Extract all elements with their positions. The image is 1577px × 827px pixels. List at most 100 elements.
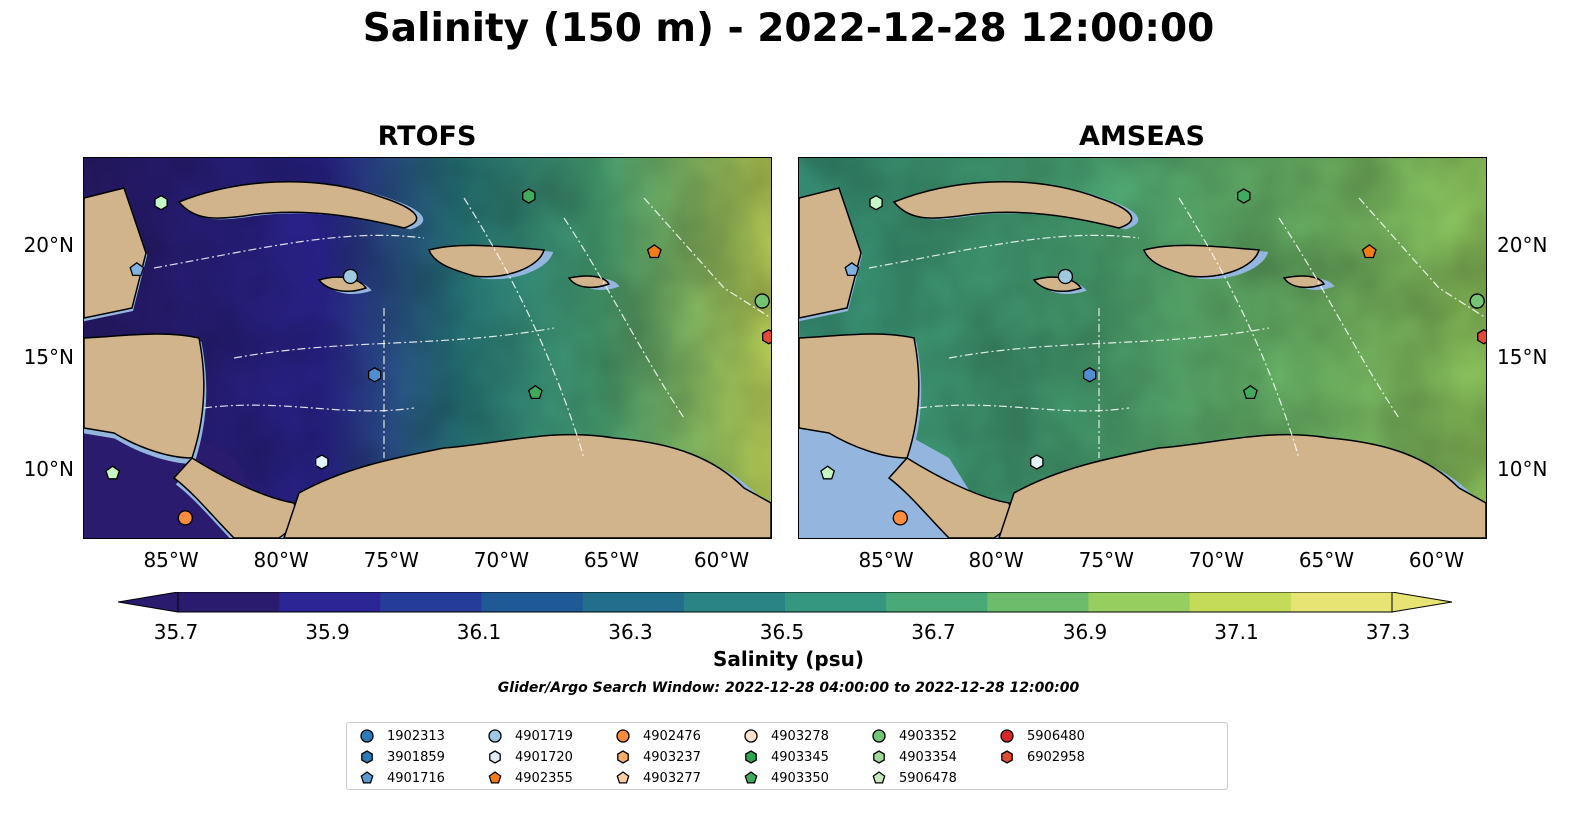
float-marker-6902958 <box>1477 329 1486 345</box>
legend-marker-4903237 <box>617 750 629 764</box>
x-tick-label: 70°W <box>1188 548 1244 572</box>
float-marker-4903350 <box>1242 384 1258 400</box>
float-marker-4903278 <box>315 454 329 470</box>
x-tick-label: 75°W <box>1078 548 1134 572</box>
boundary-line <box>948 327 1270 359</box>
legend-entry: 4903350 <box>743 768 829 788</box>
legend-marker-4903345 <box>745 750 757 764</box>
legend-entry: 3901859 <box>359 747 445 767</box>
y-tick-label-right: 15°N <box>1497 345 1548 370</box>
float-marker-4903345 <box>522 188 536 204</box>
legend-marker-4903278 <box>744 729 758 743</box>
figure-title: Salinity (150 m) - 2022-12-28 12:00:00 <box>362 6 1215 51</box>
boundary-line <box>203 404 415 412</box>
legend-marker-4902476 <box>616 729 630 743</box>
land-mass <box>428 244 545 278</box>
map-panel-rtofs <box>83 157 772 539</box>
legend-marker-5906478 <box>872 771 886 784</box>
legend-entry: 1902313 <box>359 726 445 746</box>
legend-entry: 5906478 <box>871 768 957 788</box>
colorbar-segment <box>582 592 685 612</box>
colorbar-tick-label: 36.5 <box>759 620 805 644</box>
legend-entry: 4901719 <box>487 726 573 746</box>
colorbar-segment <box>1189 592 1292 612</box>
legend-label: 5906478 <box>899 770 957 786</box>
colorbar-label: Salinity (psu) <box>712 647 864 671</box>
land-mass <box>1282 275 1326 289</box>
colorbar-tick-label: 36.7 <box>911 620 956 644</box>
land-mass <box>799 187 862 319</box>
boundary-line <box>233 327 555 359</box>
colorbar-tick-label: 35.9 <box>305 620 350 644</box>
float-marker-5906478 <box>105 465 121 480</box>
legend-label: 4901719 <box>515 728 573 744</box>
legend-label: 4902476 <box>643 728 701 744</box>
legend-marker-4903354 <box>873 750 885 764</box>
legend-entry: 4903345 <box>743 747 829 767</box>
x-tick-label: 80°W <box>968 548 1024 572</box>
legend-marker-5906480 <box>1000 729 1014 743</box>
legend-label: 4903352 <box>899 728 957 744</box>
float-marker-4903352 <box>754 293 770 309</box>
land-mass <box>1143 244 1260 278</box>
boundary-line <box>868 234 1140 269</box>
float-legend: 1902313 3901859 4901716 4901719 4901720 49023… <box>346 722 1228 790</box>
colorbar <box>118 592 1452 613</box>
float-marker-4901719 <box>342 268 359 285</box>
legend-label: 4901716 <box>387 770 445 786</box>
land-mass <box>84 333 205 459</box>
land-mass <box>799 333 920 459</box>
land-mass <box>177 181 418 229</box>
land-mass <box>283 433 771 538</box>
legend-marker-4902355 <box>488 771 502 784</box>
legend-marker-1902313 <box>360 729 374 743</box>
legend-marker-4903352 <box>872 729 886 743</box>
colorbar-segment <box>683 592 786 612</box>
y-tick-label-right: 20°N <box>1497 233 1548 258</box>
legend-label: 3901859 <box>387 749 445 765</box>
legend-marker-4903350 <box>744 771 758 784</box>
colorbar-segment <box>987 592 1089 612</box>
colorbar-segment <box>886 592 988 612</box>
boundary-line <box>563 217 685 419</box>
y-tick-label-right: 10°N <box>1497 456 1548 481</box>
boundary-line <box>918 404 1130 412</box>
x-tick-label: 65°W <box>583 548 640 572</box>
float-marker-4901716 <box>154 194 168 211</box>
land-mass <box>567 275 611 289</box>
legend-entry: 4901716 <box>359 768 445 788</box>
float-marker-3901859 <box>129 261 145 277</box>
x-tick-label: 85°W <box>143 548 199 572</box>
colorbar-tick-label: 35.7 <box>153 620 199 644</box>
legend-entry: 4903354 <box>871 747 957 767</box>
boundary-line <box>1278 217 1400 419</box>
land-mass <box>998 433 1486 538</box>
legend-marker-3901859 <box>361 750 373 764</box>
colorbar-segment <box>380 592 482 612</box>
search-window-note: Glider/Argo Search Window: 2022-12-28 04… <box>497 680 1080 696</box>
x-tick-label: 60°W <box>693 548 750 572</box>
legend-label: 5906480 <box>1027 728 1085 744</box>
legend-entry: 4903352 <box>871 726 957 746</box>
legend-entry: 5906480 <box>999 726 1085 746</box>
float-marker-4902476 <box>892 510 908 526</box>
float-marker-5906478 <box>820 465 836 480</box>
legend-entry: 6902958 <box>999 747 1085 767</box>
float-marker-4901716 <box>869 194 883 211</box>
colorbar-segment <box>1290 592 1393 612</box>
map-panel-amseas <box>798 157 1487 539</box>
colorbar-segment <box>1088 592 1191 612</box>
colorbar-segment <box>178 592 280 612</box>
colorbar-tick-label: 36.9 <box>1062 620 1108 644</box>
land-mass <box>84 187 147 319</box>
colorbar-segment <box>785 592 887 612</box>
legend-entry: 4902355 <box>487 768 573 788</box>
legend-entry: 4902476 <box>615 726 701 746</box>
x-tick-label: 80°W <box>253 548 309 572</box>
legend-label: 4903354 <box>899 749 957 765</box>
float-marker-4902476 <box>177 510 193 526</box>
panel-title-rtofs: RTOFS <box>377 121 477 152</box>
float-marker-4903345 <box>1237 188 1251 204</box>
legend-marker-6902958 <box>1001 750 1013 764</box>
legend-label: 4901720 <box>515 749 573 765</box>
